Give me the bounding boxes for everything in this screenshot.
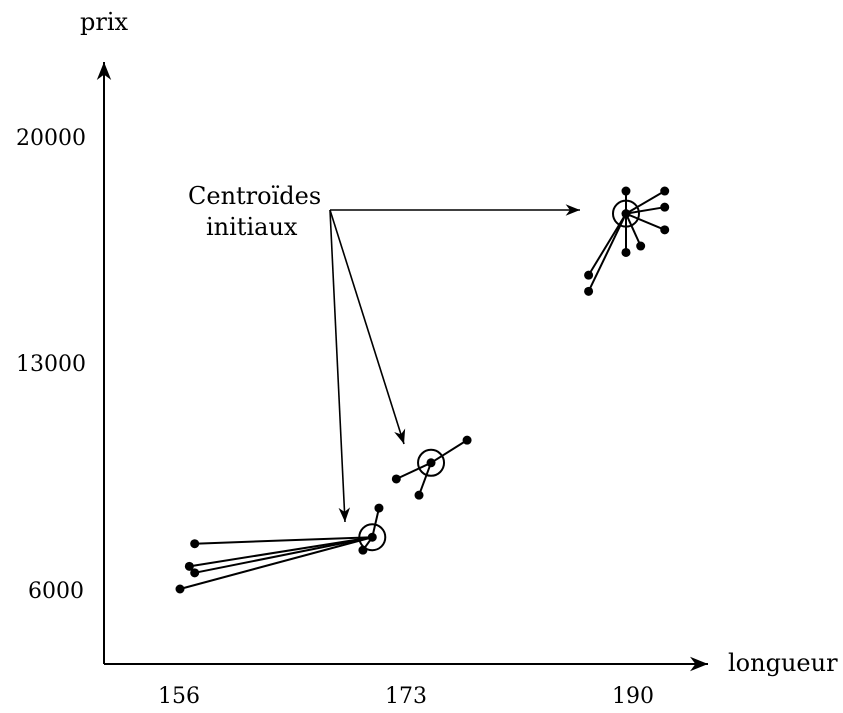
cluster-link [418, 462, 432, 496]
annotation-arrow-3 [329, 209, 351, 523]
data-point [584, 286, 594, 296]
data-point [462, 435, 472, 445]
x-tick-label: 156 [158, 684, 200, 709]
centroid-point [426, 458, 436, 468]
cluster-link [189, 536, 373, 568]
annotation-line-2: initiaux [206, 213, 298, 241]
cluster-link [625, 212, 666, 231]
y-tick-label: 20000 [16, 126, 86, 151]
x-tick-label: 190 [612, 684, 654, 709]
centroid-ring [611, 199, 640, 228]
centroid-ring [358, 523, 387, 552]
cluster-link [194, 536, 373, 574]
y-axis-label: prix [80, 8, 129, 36]
y-tick-label: 13000 [16, 352, 86, 377]
cluster-link [587, 213, 627, 276]
cluster-link [625, 206, 665, 215]
data-point [660, 186, 670, 196]
x-tick-label: 173 [385, 684, 427, 709]
cluster-link [430, 439, 468, 464]
data-point [190, 539, 200, 549]
data-point [621, 247, 631, 257]
cluster-link [179, 536, 373, 590]
cluster-link [625, 213, 642, 247]
data-point [636, 241, 646, 251]
data-point [660, 202, 670, 212]
centroid-point [367, 532, 377, 542]
centroid-ring [417, 448, 446, 477]
centroid-point [621, 209, 631, 219]
annotation-arrow-2 [329, 209, 406, 445]
y-tick-label: 6000 [28, 579, 84, 604]
data-point [621, 186, 631, 196]
data-point [175, 584, 185, 594]
data-point [374, 503, 384, 513]
cluster-link [587, 213, 627, 292]
cluster-link [371, 507, 380, 538]
data-point [184, 561, 194, 571]
cluster-link [395, 461, 432, 480]
data-point [660, 225, 670, 235]
data-point [584, 270, 594, 280]
x-axis-label: longueur [728, 649, 838, 677]
cluster-link [625, 190, 666, 215]
cluster-link [194, 536, 373, 545]
data-point [391, 474, 401, 484]
annotation-line-1: Centroïdes [188, 182, 321, 210]
clusters-group [175, 186, 670, 594]
data-point [414, 490, 424, 500]
data-point [190, 568, 200, 578]
